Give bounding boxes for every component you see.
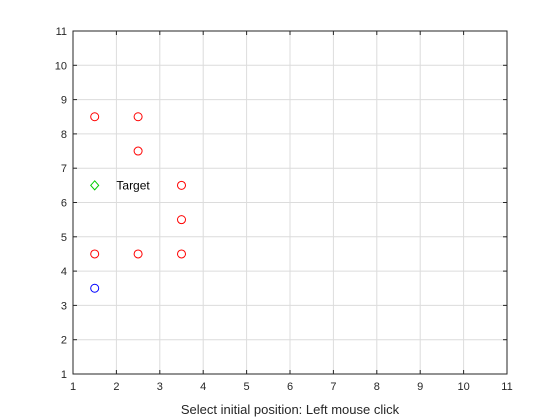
y-tick-label: 8 bbox=[61, 129, 67, 141]
y-tick-label: 11 bbox=[56, 26, 67, 38]
x-tick-label: 7 bbox=[330, 381, 336, 393]
data-point-circle bbox=[133, 249, 143, 259]
data-point-circle bbox=[177, 249, 186, 259]
axes-box bbox=[72, 30, 508, 375]
y-tick-label: 2 bbox=[61, 335, 67, 347]
data-point-circle bbox=[90, 283, 100, 293]
y-tick-label: 6 bbox=[61, 198, 67, 210]
x-tick-label: 10 bbox=[457, 381, 469, 393]
x-tick-label: 6 bbox=[287, 381, 293, 393]
data-point-circle bbox=[177, 215, 186, 225]
x-tick-label: 5 bbox=[244, 381, 250, 393]
x-tick-label: 8 bbox=[374, 381, 380, 393]
y-tick-label: 10 bbox=[55, 60, 67, 72]
y-tick-label: 4 bbox=[61, 266, 67, 278]
y-tick-label: 1 bbox=[61, 369, 67, 381]
y-tick-label: 9 bbox=[61, 95, 67, 107]
data-point-circle bbox=[177, 180, 186, 190]
y-tick-label: 3 bbox=[61, 300, 67, 312]
x-axis-label: Select initial position: Left mouse clic… bbox=[181, 402, 400, 417]
y-tick-label: 7 bbox=[61, 163, 67, 175]
x-tick-label: 3 bbox=[157, 381, 163, 393]
x-tick-label: 2 bbox=[113, 381, 119, 393]
data-point-circle bbox=[90, 112, 100, 122]
grid-lines bbox=[72, 30, 508, 375]
y-tick-label: 5 bbox=[61, 232, 67, 244]
annotation-label: Target bbox=[116, 178, 150, 192]
x-tick-label: 9 bbox=[417, 381, 423, 393]
annotations: Target bbox=[116, 178, 150, 192]
data-point-circle bbox=[133, 112, 143, 122]
x-tick-label: 4 bbox=[200, 381, 206, 393]
data-markers bbox=[90, 112, 186, 293]
data-point-diamond bbox=[90, 180, 100, 191]
x-tick-label: 1 bbox=[70, 381, 76, 393]
data-point-circle bbox=[90, 249, 100, 259]
data-point-circle bbox=[133, 146, 143, 156]
x-tick-label: 11 bbox=[501, 381, 512, 393]
